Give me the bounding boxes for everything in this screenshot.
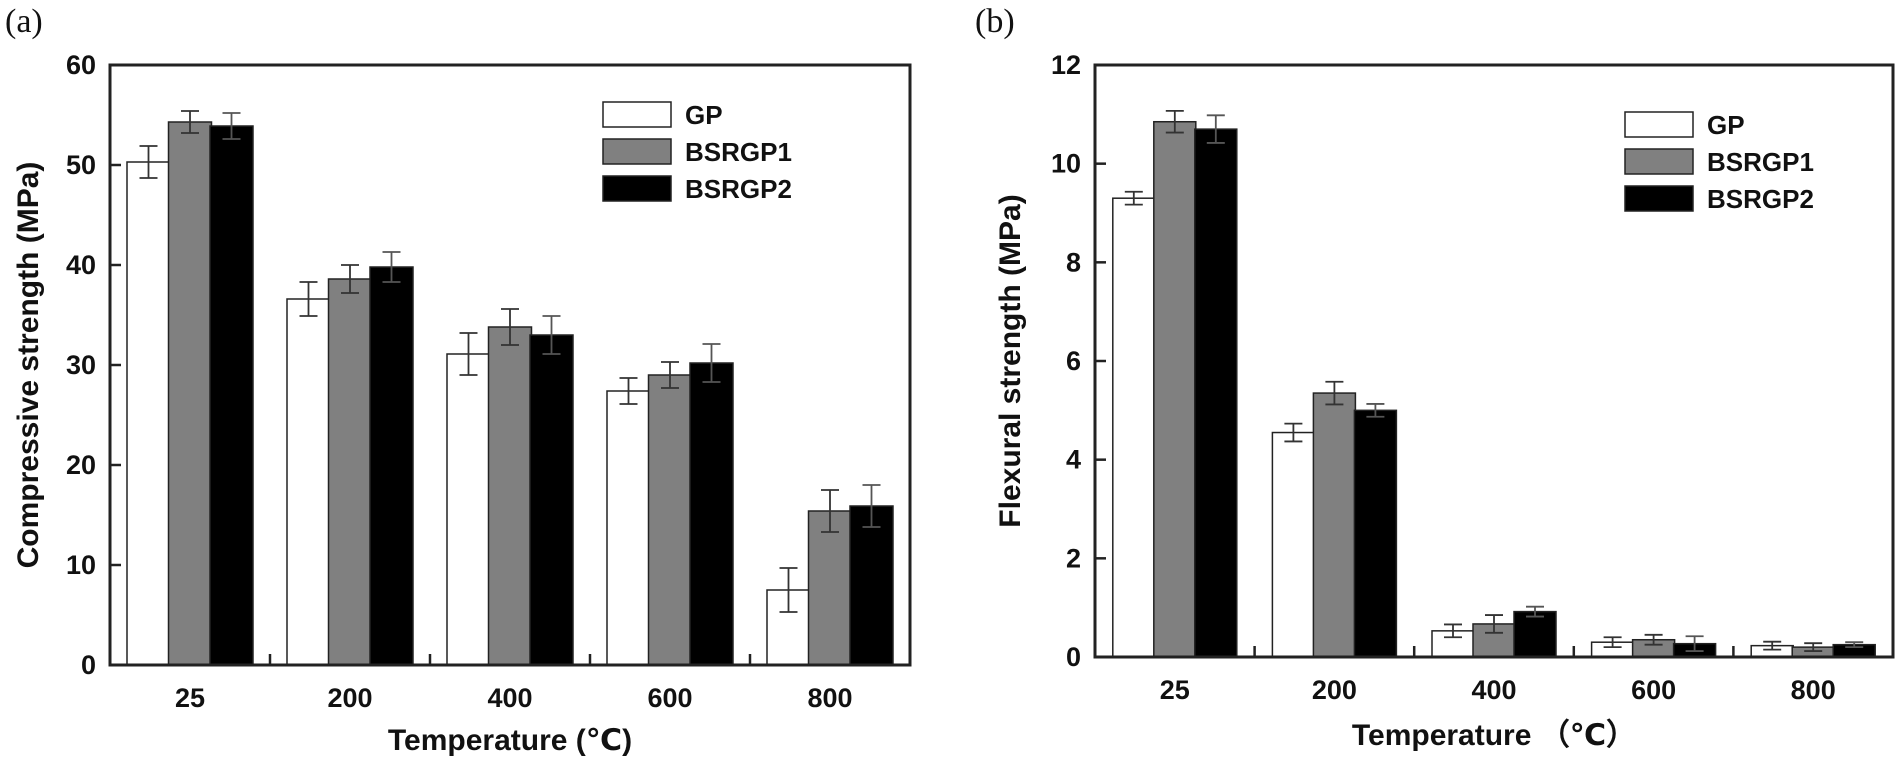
error-bar-gp-400 bbox=[1444, 623, 1462, 639]
error-bar-bsrgp2-400 bbox=[1526, 605, 1544, 618]
bar-bsrgp2-25 bbox=[1194, 128, 1238, 658]
error-bar-gp-400 bbox=[459, 332, 478, 376]
y-tick-label: 4 bbox=[1066, 445, 1081, 475]
error-bar-bsrgp1-400 bbox=[501, 308, 519, 346]
y-tick-label: 10 bbox=[1051, 149, 1081, 179]
error-bar-bsrgp2-800 bbox=[1845, 641, 1864, 649]
error-bar-gp-800 bbox=[1763, 640, 1782, 651]
legend-swatch-gp bbox=[1624, 111, 1694, 138]
legend-swatch-gp bbox=[602, 101, 672, 128]
legend-swatch-bsrgp2 bbox=[1624, 185, 1694, 212]
error-bar-bsrgp2-25 bbox=[1206, 114, 1225, 144]
bar-bsrgp2-400 bbox=[1513, 610, 1557, 658]
bar-gp-200 bbox=[1271, 431, 1316, 658]
error-bar-bsrgp2-600 bbox=[702, 343, 721, 383]
x-tick-label-800: 800 bbox=[1791, 675, 1836, 705]
y-tick-label: 30 bbox=[66, 350, 96, 380]
y-tick-label: 6 bbox=[1066, 346, 1081, 376]
x-tick-label-600: 600 bbox=[647, 683, 692, 713]
error-bar-gp-800 bbox=[779, 567, 798, 613]
legend: GP BSRGP1 BSRGP2 bbox=[602, 100, 792, 204]
error-bar-bsrgp1-25 bbox=[1165, 109, 1184, 134]
legend-label-bsrgp1: BSRGP1 bbox=[1707, 147, 1814, 177]
y-tick-label: 2 bbox=[1066, 543, 1081, 573]
y-axis-title: Compressive strength (MPa) bbox=[12, 162, 45, 569]
bar-gp-25 bbox=[1112, 197, 1156, 658]
bar-gp-200 bbox=[286, 298, 331, 666]
error-bar-bsrgp2-200 bbox=[1366, 403, 1385, 418]
panel-label: (a) bbox=[5, 3, 43, 40]
error-bar-bsrgp1-200 bbox=[341, 264, 359, 294]
error-bar-bsrgp1-200 bbox=[1325, 380, 1344, 406]
error-bar-bsrgp2-600 bbox=[1685, 635, 1704, 652]
bar-bsrgp2-200 bbox=[1353, 409, 1398, 658]
legend-label-bsrgp1: BSRGP1 bbox=[685, 137, 792, 167]
legend-label-bsrgp2: BSRGP2 bbox=[1707, 184, 1814, 214]
chart-panel-b: (b) 0 2 4 6 8 10 12 25 200 400 600 800 Temperature （℃… bbox=[975, 3, 1895, 752]
legend-label-gp: GP bbox=[685, 100, 723, 130]
legend-label-bsrgp2: BSRGP2 bbox=[685, 174, 792, 204]
x-axis-title: Temperature （℃） bbox=[1352, 718, 1636, 752]
error-bar-bsrgp2-25 bbox=[222, 112, 241, 140]
bar-gp-25 bbox=[126, 161, 171, 666]
error-bar-gp-25 bbox=[1124, 190, 1143, 206]
x-tick-label-400: 400 bbox=[487, 683, 532, 713]
x-axis-title: Temperature (℃) bbox=[388, 724, 632, 757]
x-tick-label-800: 800 bbox=[807, 683, 852, 713]
y-tick-label: 40 bbox=[66, 250, 96, 280]
legend-label-gp: GP bbox=[1707, 110, 1745, 140]
x-tick-label-200: 200 bbox=[1312, 675, 1357, 705]
y-tick-label: 0 bbox=[1066, 642, 1081, 672]
error-bar-bsrgp1-800 bbox=[1804, 642, 1823, 652]
error-bar-bsrgp2-800 bbox=[862, 484, 881, 528]
y-tick-label: 12 bbox=[1051, 50, 1081, 80]
error-bar-bsrgp2-400 bbox=[542, 315, 561, 355]
legend-swatch-bsrgp1 bbox=[1624, 148, 1694, 175]
x-tick-label-25: 25 bbox=[175, 683, 205, 713]
y-tick-label: 0 bbox=[81, 650, 96, 680]
error-bar-gp-600 bbox=[1603, 636, 1622, 649]
error-bar-gp-25 bbox=[139, 145, 158, 179]
bar-bsrgp2-25 bbox=[209, 125, 254, 666]
bar-gp-400 bbox=[446, 353, 491, 666]
panel-label: (b) bbox=[975, 3, 1015, 40]
y-tick-label: 60 bbox=[66, 50, 96, 80]
bar-bsrgp2-400 bbox=[529, 334, 574, 666]
bar-bsrgp1-25 bbox=[167, 121, 213, 666]
error-bar-gp-200 bbox=[299, 281, 318, 317]
bar-bsrgp1-800 bbox=[807, 510, 853, 666]
bar-bsrgp2-200 bbox=[369, 266, 414, 666]
x-tick-label-600: 600 bbox=[1631, 675, 1676, 705]
bar-bsrgp2-600 bbox=[689, 362, 734, 666]
x-tick-label-400: 400 bbox=[1471, 675, 1516, 705]
error-bar-bsrgp1-800 bbox=[821, 489, 839, 533]
y-tick-label: 20 bbox=[66, 450, 96, 480]
bar-gp-600 bbox=[606, 390, 651, 666]
legend-swatch-bsrgp2 bbox=[602, 175, 672, 202]
bar-bsrgp1-25 bbox=[1153, 120, 1197, 658]
legend-swatch-bsrgp1 bbox=[602, 138, 672, 165]
chart-panel-a: (a) 0 10 20 30 40 50 60 25 200 400 600 800 Temperatur… bbox=[5, 3, 912, 757]
x-tick-label-25: 25 bbox=[1160, 675, 1190, 705]
error-bar-gp-200 bbox=[1284, 422, 1303, 443]
error-bar-bsrgp1-400 bbox=[1485, 614, 1503, 634]
bar-bsrgp1-200 bbox=[1312, 392, 1357, 658]
y-axis-title: Flexural strength (MPa) bbox=[994, 194, 1027, 527]
bar-bsrgp1-600 bbox=[647, 374, 693, 666]
error-bar-bsrgp1-600 bbox=[1644, 633, 1663, 646]
bar-bsrgp1-400 bbox=[487, 326, 533, 666]
legend: GP BSRGP1 BSRGP2 bbox=[1624, 110, 1814, 214]
error-bar-gp-600 bbox=[619, 377, 638, 405]
y-tick-label: 50 bbox=[66, 150, 96, 180]
error-bar-bsrgp2-200 bbox=[382, 251, 401, 283]
bar-bsrgp2-800 bbox=[849, 505, 894, 666]
x-tick-label-200: 200 bbox=[327, 683, 372, 713]
y-tick-label: 10 bbox=[66, 550, 96, 580]
error-bar-bsrgp1-600 bbox=[661, 361, 679, 389]
y-tick-label: 8 bbox=[1066, 247, 1081, 277]
bar-bsrgp1-200 bbox=[327, 278, 373, 666]
error-bar-bsrgp1-25 bbox=[181, 110, 199, 134]
